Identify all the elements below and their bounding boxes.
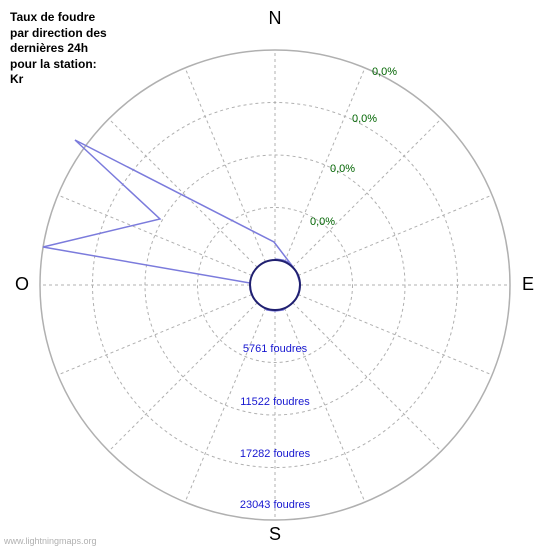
pct-label-3: 0,0% [372,66,397,78]
cardinal-S: S [269,524,281,544]
pct-label-0: 0,0% [310,216,335,228]
pct-label-1: 0,0% [330,163,355,175]
cardinal-N: N [269,8,282,28]
foudre-label-2: 17282 foudres [240,448,311,460]
percent-labels-group: 0,0% 0,0% 0,0% 0,0% [310,66,397,228]
cardinal-E: E [522,274,534,294]
pct-label-2: 0,0% [352,113,377,125]
inner-circle [250,260,300,310]
polar-chart-svg: N E S O 0,0% 0,0% 0,0% 0,0% 5761 foudres 11522 … [0,0,550,550]
foudre-label-1: 11522 foudres [240,396,310,408]
cardinal-W: O [15,274,29,294]
chart-container: Taux de foudre par direction des dernièr… [0,0,550,550]
credit-text: www.lightningmaps.org [4,536,97,546]
foudre-label-3: 23043 foudres [240,499,311,511]
foudre-label-0: 5761 foudres [243,343,308,355]
